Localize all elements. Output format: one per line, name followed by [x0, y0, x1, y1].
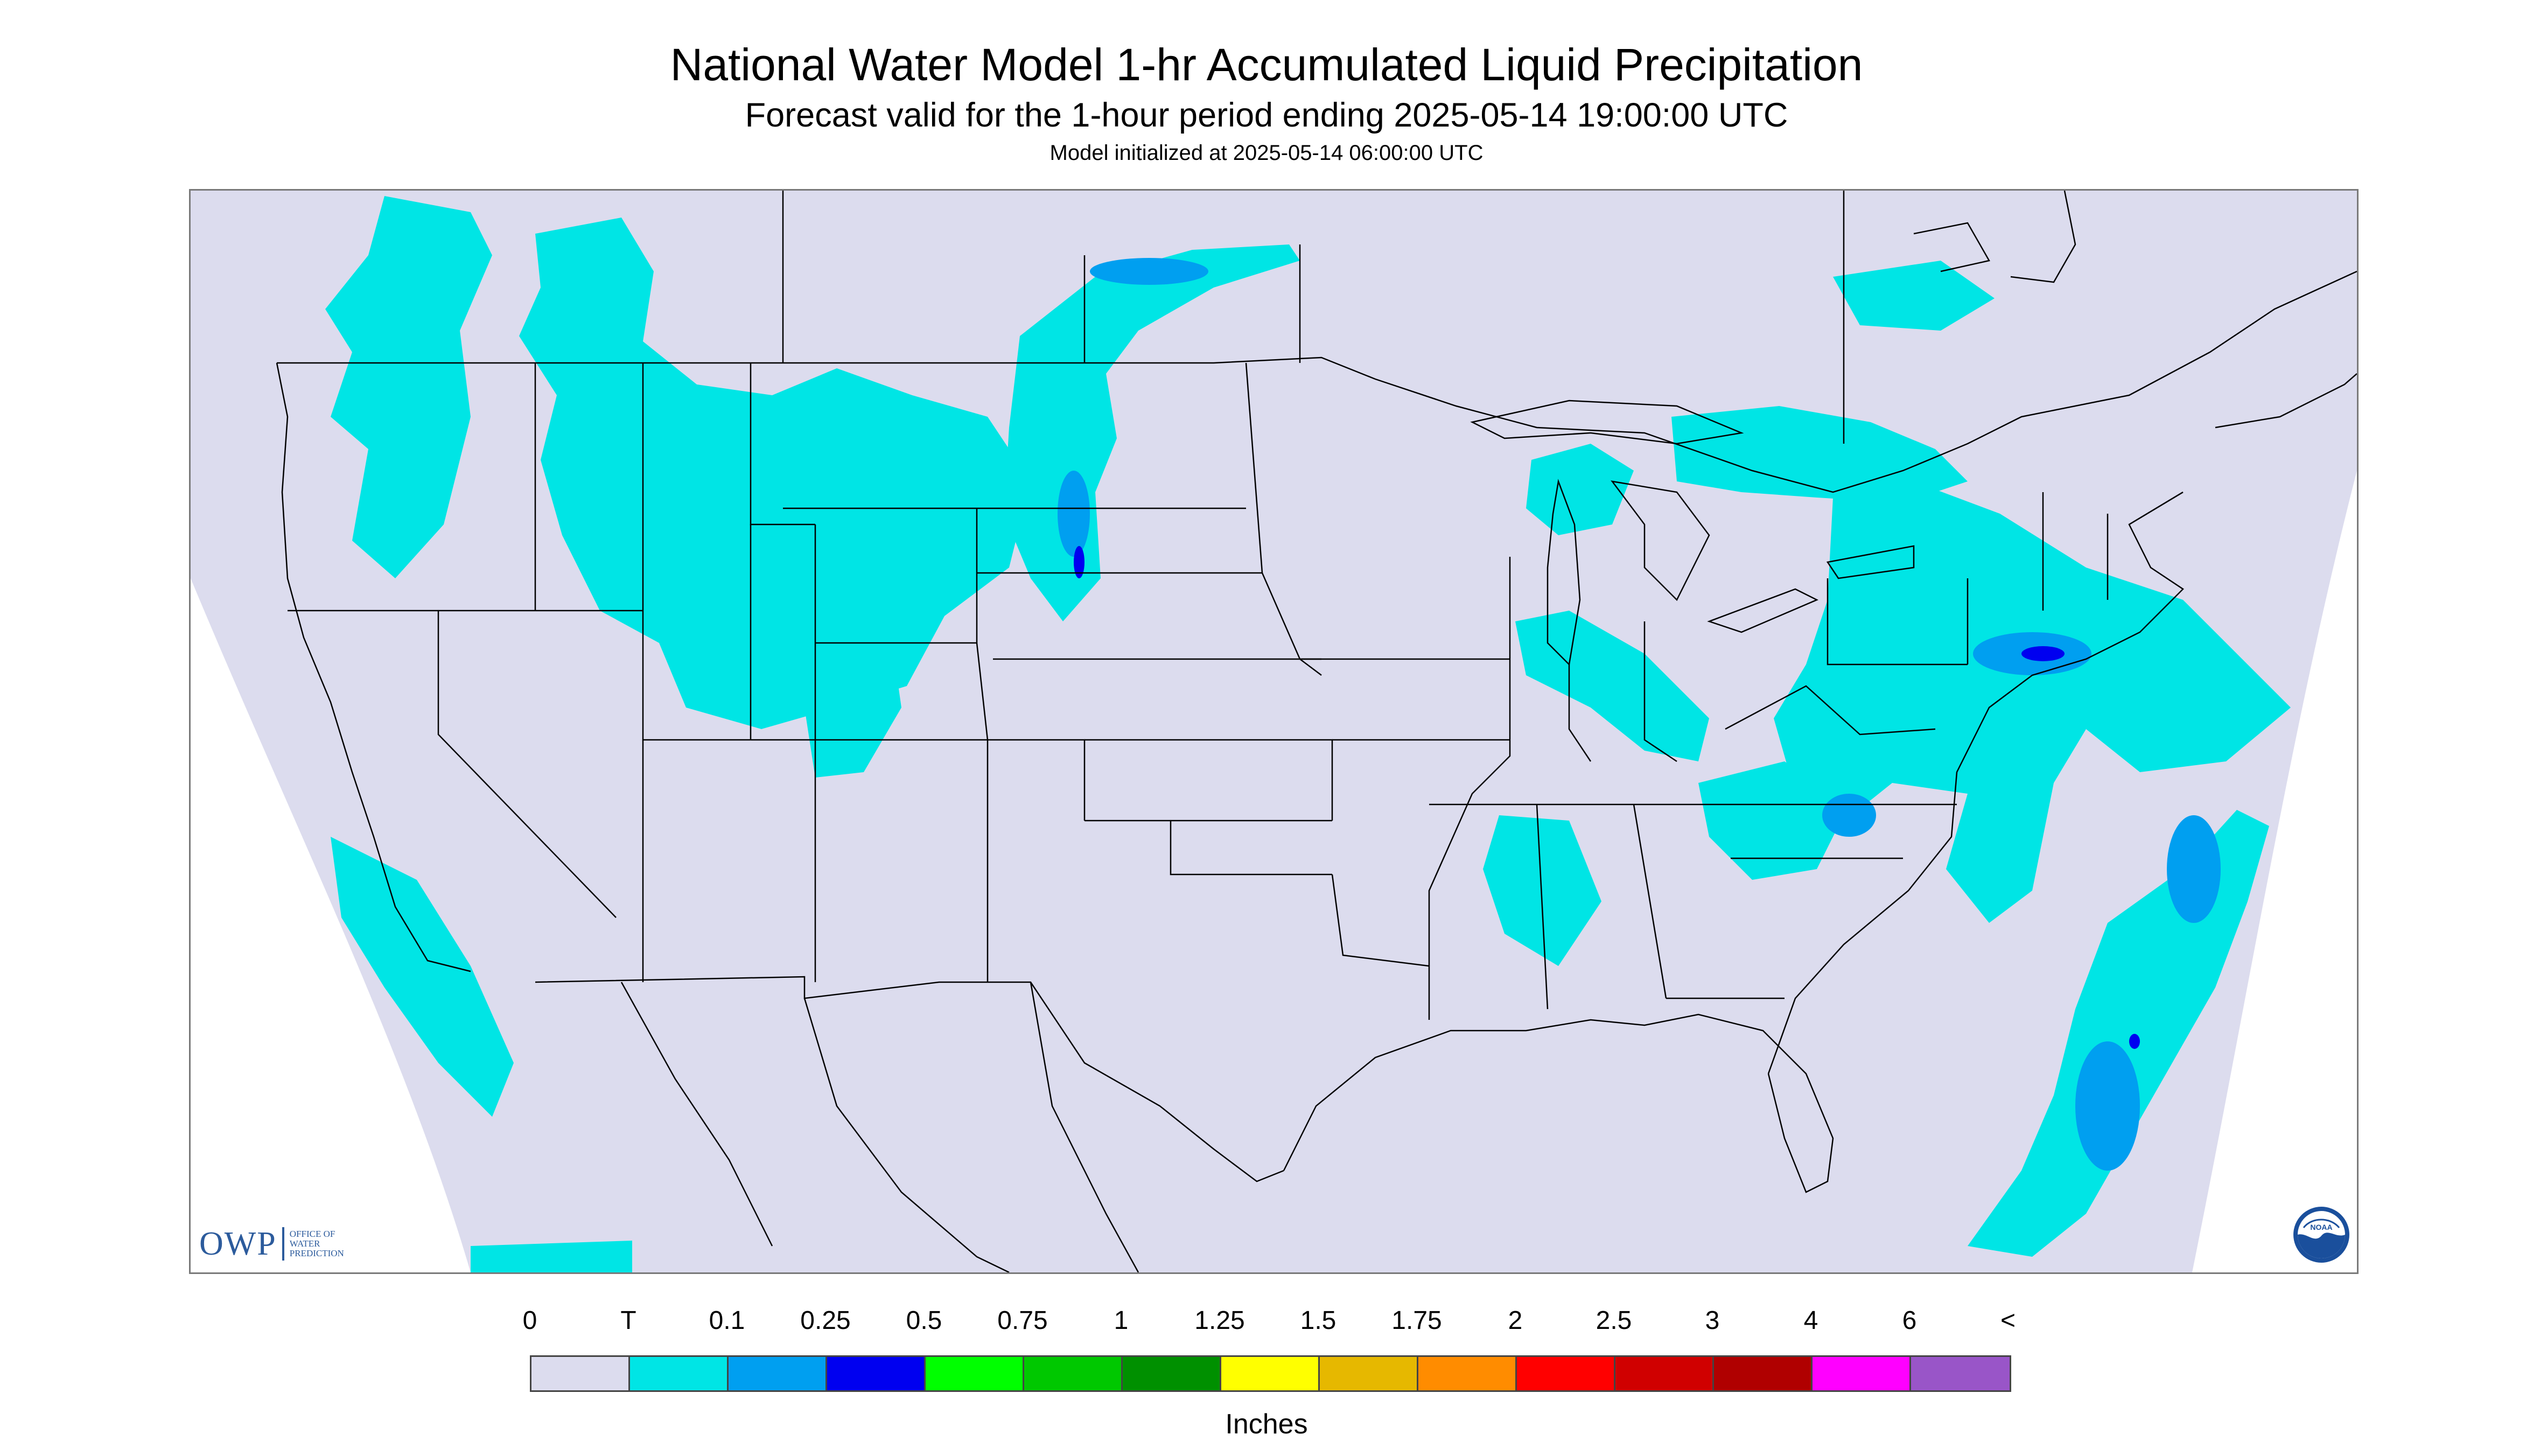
- lake-ontario: [1826, 545, 1915, 579]
- precip-nyc-heavy: [2021, 646, 2065, 661]
- precip-offshore-heavy: [2129, 1034, 2140, 1049]
- owp-logo-line3: Prediction: [289, 1248, 344, 1258]
- mexico-interior: [620, 982, 773, 1247]
- legend-swatch: [531, 1357, 630, 1390]
- mexico-state-border: [1030, 982, 1139, 1272]
- legend-tick-label: 0.75: [997, 1306, 1048, 1335]
- us-west-coast: [276, 362, 471, 972]
- state-border: [1245, 362, 1322, 676]
- precip-dakota-heavy: [1074, 546, 1084, 578]
- owp-logo-line2: Water: [289, 1238, 320, 1249]
- state-border: [1725, 685, 1936, 736]
- owp-logo-divider: [282, 1227, 284, 1261]
- lake-superior: [1470, 400, 1744, 445]
- legend-labels: 0 T 0.1 0.25 0.5 0.75 1 1.25 1.5 1.75 2 2.5 3 4 6 <: [0, 1306, 2533, 1343]
- state-border: [1170, 821, 1332, 876]
- legend-tick-label: 1.5: [1300, 1306, 1337, 1335]
- nova-scotia-coast: [2215, 373, 2357, 429]
- map-title: National Water Model 1-hr Accumulated Li…: [670, 39, 1863, 90]
- bay-coast: [1913, 222, 1990, 272]
- owp-logo-text: Office of Water Prediction: [290, 1229, 344, 1258]
- precip-wyoming-colorado: [804, 621, 901, 778]
- st-lawrence-coast: [2010, 191, 2076, 283]
- precip-southeast: [1483, 815, 1601, 966]
- us-mexico-border: [535, 976, 1284, 1182]
- precip-canada-east: [1833, 261, 1995, 331]
- us-canada-border: [277, 270, 2357, 493]
- gulf-coast: [1283, 1013, 1834, 1193]
- legend-tick-label: <: [2000, 1306, 2016, 1335]
- lake-erie: [1707, 588, 1818, 633]
- legend-swatch: [1024, 1357, 1123, 1390]
- legend-swatch: [1517, 1357, 1615, 1390]
- precip-va-core: [1822, 794, 1876, 837]
- canada-east-coast: [1913, 191, 2357, 429]
- legend-swatch: [630, 1357, 729, 1390]
- legend-tick-label: 0: [522, 1306, 537, 1335]
- legend-swatch: [1320, 1357, 1418, 1390]
- precip-bottom-strip: [471, 1241, 632, 1272]
- legend-swatch: [1911, 1357, 2010, 1390]
- legend-swatch: [1418, 1357, 1517, 1390]
- precip-pacific-northwest: [325, 196, 492, 578]
- legend-tick-label: 0.1: [709, 1306, 745, 1335]
- precip-offshore-core-south: [2075, 1041, 2140, 1171]
- map-canvas: [191, 191, 2357, 1272]
- state-border: [437, 611, 617, 918]
- precip-northeast: [1774, 481, 2291, 923]
- legend-units: Inches: [1225, 1409, 1308, 1440]
- color-legend: [530, 1355, 2011, 1392]
- lake-michigan: [1547, 479, 1581, 666]
- legend-swatch: [926, 1357, 1024, 1390]
- atlantic-coast: [1767, 491, 2184, 1074]
- noaa-logo-letters: NOAA: [2310, 1223, 2332, 1231]
- forecast-valid-subtitle: Forecast valid for the 1-hour period end…: [745, 96, 1788, 134]
- precip-carolinas: [1698, 761, 1849, 880]
- legend-tick-label: 6: [1902, 1306, 1917, 1335]
- owp-logo-letters: OWP: [199, 1225, 277, 1262]
- state-border: [1827, 578, 1968, 666]
- owp-logo-line1: Office of: [289, 1229, 335, 1239]
- noaa-logo-icon: NOAA: [2293, 1206, 2350, 1263]
- precipitation-map: [189, 189, 2359, 1274]
- precip-ohio-valley: [1515, 611, 1709, 761]
- legend-swatch: [1221, 1357, 1320, 1390]
- legend-swatch: [729, 1357, 827, 1390]
- legend-tick-label: 4: [1803, 1306, 1818, 1335]
- legend-swatch: [1615, 1357, 1714, 1390]
- owp-logo: OWP Office of Water Prediction: [199, 1222, 344, 1265]
- legend-tick-label: 2: [1508, 1306, 1523, 1335]
- legend-swatch: [1714, 1357, 1813, 1390]
- legend-tick-label: 0.25: [800, 1306, 851, 1335]
- precip-offshore-core: [2167, 815, 2221, 923]
- mexico-interior: [803, 998, 1010, 1272]
- legend-swatch: [1813, 1357, 1911, 1390]
- state-border: [1633, 804, 1667, 999]
- legend-tick-label: T: [620, 1306, 636, 1335]
- precip-pacific-offshore: [331, 837, 514, 1117]
- legend-tick-label: 1.75: [1391, 1306, 1442, 1335]
- state-border: [1568, 664, 1592, 762]
- legend-tick-label: 1: [1114, 1306, 1129, 1335]
- legend-tick-label: 0.5: [906, 1306, 942, 1335]
- precip-upper-great-lakes: [1671, 406, 1968, 503]
- state-border: [1331, 874, 1430, 967]
- legend-swatch: [827, 1357, 926, 1390]
- precip-heavy-areas: [1074, 546, 2140, 1049]
- state-border: [1643, 621, 1677, 762]
- precip-montana-core: [1090, 258, 1208, 285]
- lake-huron: [1611, 480, 1710, 601]
- state-border: [1428, 557, 1511, 1020]
- legend-swatch: [1123, 1357, 1221, 1390]
- legend-tick-label: 1.25: [1194, 1306, 1245, 1335]
- precip-dakota-core: [1058, 471, 1090, 557]
- geographic-boundaries: [276, 191, 2357, 1272]
- legend-tick-label: 3: [1705, 1306, 1720, 1335]
- precip-northern-rockies: [519, 218, 1031, 729]
- legend-tick-label: 2.5: [1596, 1306, 1632, 1335]
- model-init-line: Model initialized at 2025-05-14 06:00:00…: [1049, 141, 1484, 165]
- state-border: [1536, 804, 1549, 1010]
